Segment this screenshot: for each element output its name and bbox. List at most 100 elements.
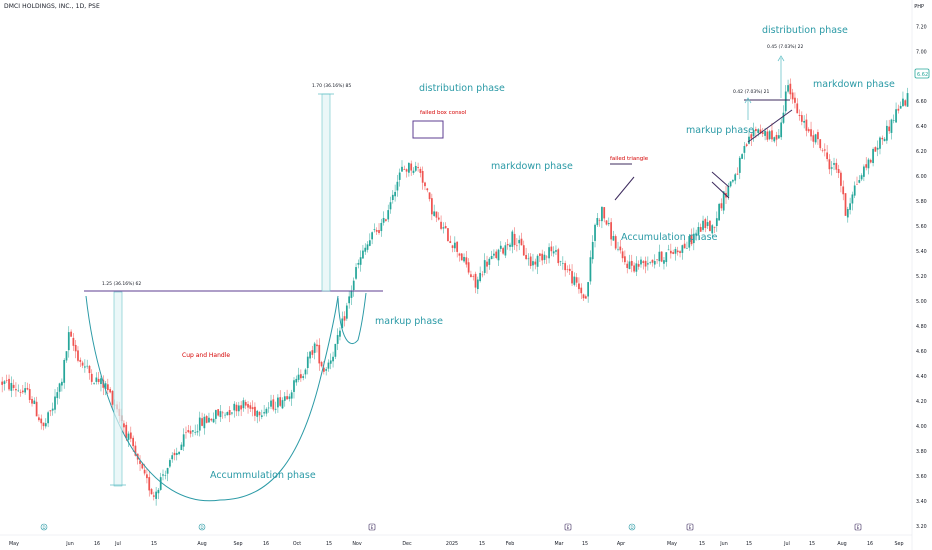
candle-body <box>532 261 534 266</box>
candle-body <box>738 157 741 173</box>
candle-body <box>322 367 325 372</box>
candle-body <box>187 430 190 433</box>
candle-body <box>435 211 438 218</box>
candle-body <box>481 274 484 276</box>
candle-body <box>159 477 162 490</box>
candle-body <box>674 248 677 254</box>
candle-body <box>488 258 491 265</box>
candle-body <box>504 245 507 256</box>
candle-body <box>591 241 594 260</box>
candle-body <box>8 378 10 390</box>
event-marker-label: E <box>857 525 860 530</box>
candle-body <box>217 409 220 416</box>
candle-body <box>780 122 783 138</box>
candle-body <box>610 222 612 240</box>
candle-body <box>761 132 764 134</box>
candle-body <box>520 238 523 246</box>
candle-body <box>493 253 495 256</box>
candle-body <box>681 245 684 253</box>
candle-body <box>304 369 307 375</box>
candle-body <box>720 203 723 209</box>
candle-body <box>277 397 279 408</box>
candle-body <box>587 282 590 297</box>
phase-label: markup phase <box>375 316 443 327</box>
candle-body <box>67 332 70 351</box>
candle-body <box>555 250 557 252</box>
candle-body <box>798 115 801 117</box>
candle-body <box>713 226 716 228</box>
event-marker[interactable] <box>564 523 572 531</box>
candle-body <box>876 147 879 150</box>
candle-body <box>86 365 89 367</box>
candle-body <box>355 267 357 279</box>
candle-body <box>598 219 601 221</box>
y-tick-label: 4.40 <box>916 374 927 380</box>
measure-label-2: 1.70 (36.16%) 85 <box>312 83 351 89</box>
candle-body <box>722 191 725 211</box>
candle-body <box>679 251 681 254</box>
candle-body <box>665 252 668 263</box>
candle-body <box>499 245 502 249</box>
candle-body <box>663 260 665 264</box>
candle-body <box>44 423 47 427</box>
candle-body <box>247 404 249 408</box>
candle-body <box>150 489 153 495</box>
candle-body <box>212 418 215 423</box>
candle-body <box>573 276 576 285</box>
candle-body <box>196 431 199 433</box>
candle-body <box>580 287 583 294</box>
candle-body <box>775 134 778 140</box>
y-tick-label: 4.00 <box>916 424 927 430</box>
event-marker[interactable] <box>686 523 694 531</box>
measure-label-4: 0.45 (7.03%) 22 <box>767 44 804 50</box>
wedge-line-2 <box>711 181 730 199</box>
phase-label: Accumulation phase <box>621 232 718 243</box>
candle-body <box>162 474 164 476</box>
candle-body <box>341 318 344 329</box>
candle-body <box>709 220 711 232</box>
event-marker[interactable] <box>198 523 206 531</box>
y-tick-label: 4.20 <box>916 399 927 405</box>
candle-body <box>683 243 686 249</box>
candle-body <box>529 256 532 266</box>
candle-body <box>270 400 272 407</box>
candle-body <box>433 211 436 216</box>
last-price-value: 6.62 <box>917 72 928 78</box>
candle-body <box>157 489 160 494</box>
phase-label: Accummulation phase <box>210 470 316 481</box>
candle-body <box>155 491 157 499</box>
arrow-3-head <box>744 97 752 104</box>
candle-body <box>803 120 806 123</box>
candle-body <box>617 248 619 250</box>
event-marker[interactable] <box>40 523 48 531</box>
candle-body <box>513 233 516 246</box>
candle-body <box>171 455 174 460</box>
candle-body <box>842 186 845 195</box>
candle-body <box>729 181 732 187</box>
candle-body <box>874 147 877 152</box>
y-tick-label: 3.80 <box>916 449 927 455</box>
candle-body <box>348 296 351 304</box>
candle-body <box>885 125 888 141</box>
candle-body <box>12 384 15 388</box>
candle-body <box>718 203 720 221</box>
candle-body <box>260 415 263 417</box>
candle-body <box>764 130 766 136</box>
event-marker[interactable] <box>628 523 636 531</box>
event-marker[interactable] <box>368 523 376 531</box>
candle-body <box>426 188 429 191</box>
candle-body <box>794 97 796 103</box>
failed-box <box>412 120 444 139</box>
candle-body <box>881 137 884 140</box>
candle-body <box>536 255 539 267</box>
candle-body <box>3 381 6 384</box>
event-marker[interactable] <box>854 523 862 531</box>
x-tick-label: 16 <box>867 541 873 547</box>
candle-body <box>208 417 210 423</box>
candle-body <box>15 389 17 391</box>
y-tick-label: 7.00 <box>916 49 927 55</box>
x-tick-label: Aug <box>197 541 206 547</box>
candle-body <box>84 366 86 368</box>
candle-body <box>789 83 792 95</box>
